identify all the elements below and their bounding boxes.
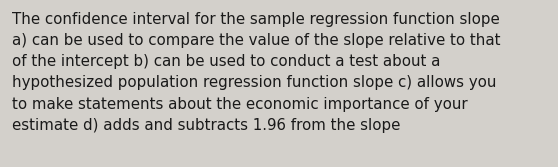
Text: The confidence interval for the sample regression function slope
a) can be used : The confidence interval for the sample r…	[12, 12, 501, 133]
